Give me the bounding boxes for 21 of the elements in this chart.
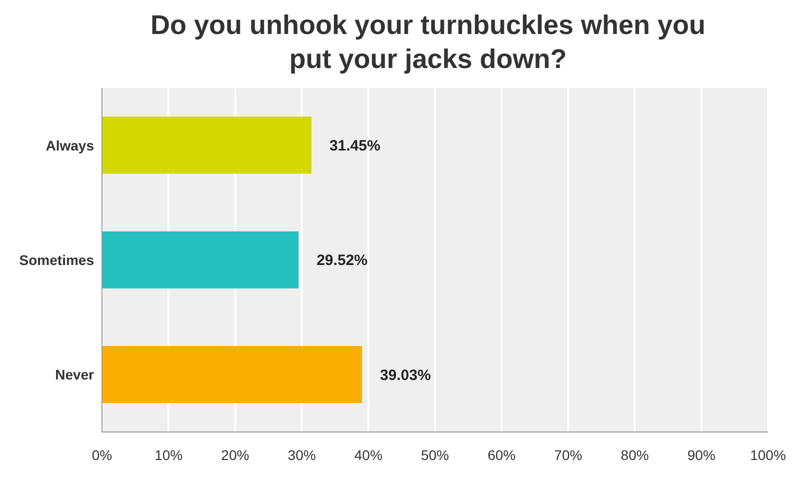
x-tick-label: 30% xyxy=(288,446,316,463)
bar xyxy=(102,116,312,174)
x-tick-label: 40% xyxy=(354,446,382,463)
x-tick-label: 90% xyxy=(687,446,716,463)
y-tick-label: Always xyxy=(46,137,94,154)
x-tick-label: 100% xyxy=(750,446,786,463)
data-label: 31.45% xyxy=(329,137,380,154)
y-tick-label: Sometimes xyxy=(19,252,94,268)
bar xyxy=(102,346,362,403)
x-tick-label: 70% xyxy=(554,446,582,463)
x-tick-label: 50% xyxy=(420,446,450,463)
x-tick-label: 20% xyxy=(221,446,250,463)
data-label: 29.52% xyxy=(316,252,368,270)
data-label: 39.03% xyxy=(380,366,431,384)
chart-title: Do you unhook your turnbuckles when you put your jacks down? xyxy=(149,9,707,76)
x-tick-label: 10% xyxy=(154,446,183,463)
y-tick-label: Never xyxy=(55,366,95,383)
bar xyxy=(102,231,299,288)
x-tick-label: 80% xyxy=(620,446,649,463)
x-tick-label: 0% xyxy=(92,446,112,463)
x-tick-label: 60% xyxy=(488,446,516,463)
